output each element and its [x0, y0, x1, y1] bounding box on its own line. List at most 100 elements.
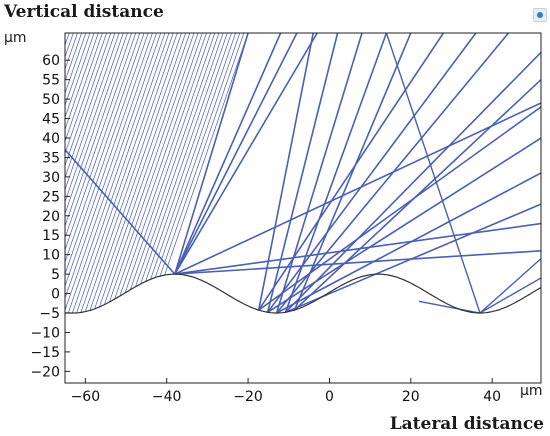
- incident-ray: [65, 33, 107, 155]
- reflected-ray: [174, 222, 541, 275]
- x-axis-title: Lateral distance: [389, 414, 544, 434]
- y-tick-label: 25: [42, 189, 60, 205]
- x-tick-label: 20: [402, 389, 420, 405]
- y-tick-label: 20: [42, 209, 60, 225]
- reflected-ray: [174, 33, 282, 275]
- y-tick-label: 35: [42, 150, 60, 166]
- incident-ray: [109, 33, 203, 303]
- x-tick-label: 40: [483, 389, 501, 405]
- incident-ray: [114, 33, 207, 300]
- y-tick-label: 30: [42, 170, 60, 186]
- y-tick-label: 0: [51, 287, 60, 303]
- incident-ray: [89, 33, 187, 311]
- x-axis-unit: µm: [520, 383, 543, 399]
- incident-ray: [140, 33, 228, 285]
- incident-ray: [67, 33, 166, 314]
- incident-ray: [145, 33, 232, 282]
- reflected-ray: [174, 33, 318, 275]
- plot-frame: [64, 32, 542, 384]
- incident-ray: [124, 33, 216, 294]
- reflected-ray: [174, 250, 541, 275]
- y-tick-label: −10: [30, 325, 60, 341]
- incident-ray: [150, 33, 236, 280]
- reflected-ray: [258, 33, 445, 311]
- x-tick-label: −20: [233, 389, 263, 405]
- reflected-ray: [266, 33, 339, 313]
- y-axis-title: Vertical distance: [4, 2, 164, 22]
- reflected-ray: [285, 203, 541, 314]
- y-tick-label: 10: [42, 248, 60, 264]
- surface-curve: [65, 273, 541, 314]
- incident-ray: [65, 33, 149, 276]
- incident-ray: [65, 33, 128, 215]
- incident-ray: [65, 33, 153, 288]
- y-axis-unit: µm: [4, 30, 27, 46]
- y-tick-label: 55: [42, 73, 60, 89]
- reflected-ray: [257, 33, 314, 311]
- reflected-ray: [385, 33, 481, 314]
- y-tick-label: 50: [42, 92, 60, 108]
- comsol-logo-icon[interactable]: [533, 8, 547, 22]
- incident-ray: [119, 33, 211, 297]
- y-tick-label: 60: [42, 53, 60, 69]
- incident-ray: [80, 33, 178, 313]
- reflected-ray: [293, 33, 412, 311]
- y-tick-label: −5: [39, 306, 60, 322]
- incident-ray: [65, 33, 116, 179]
- incident-ray: [164, 33, 249, 276]
- incident-ray: [65, 33, 95, 119]
- reflected-ray: [65, 149, 176, 275]
- reflected-ray: [267, 137, 541, 313]
- incident-ray: [65, 33, 99, 131]
- incident-ray: [129, 33, 220, 290]
- incident-ray: [154, 33, 241, 278]
- incident-ray: [65, 33, 124, 204]
- incident-ray: [65, 33, 137, 240]
- y-tick-label: 5: [51, 267, 60, 283]
- x-tick-label: −60: [71, 389, 101, 405]
- reflected-ray: [174, 33, 298, 275]
- ray-layer: [65, 33, 541, 314]
- x-tick-label: −40: [152, 389, 182, 405]
- incident-ray: [65, 33, 132, 228]
- incident-ray: [65, 33, 145, 264]
- reflected-ray: [418, 300, 481, 314]
- reflected-ray: [479, 258, 541, 314]
- reflected-ray: [276, 172, 541, 314]
- surface-layer: [65, 273, 541, 314]
- reflected-ray: [275, 33, 510, 314]
- incident-ray: [72, 33, 170, 314]
- y-tick-label: −15: [30, 345, 60, 361]
- incident-ray: [99, 33, 195, 308]
- incident-ray: [84, 33, 182, 312]
- incident-ray: [65, 33, 74, 59]
- x-tick-label: 0: [325, 389, 334, 405]
- reflected-ray: [275, 33, 363, 314]
- incident-ray: [76, 33, 174, 314]
- y-tick-label: 40: [42, 131, 60, 147]
- incident-ray: [65, 33, 91, 107]
- reflected-ray: [479, 277, 541, 314]
- y-tick-label: −20: [30, 364, 60, 380]
- incident-ray: [65, 33, 112, 167]
- reflected-ray: [266, 33, 477, 313]
- y-tick-label: 15: [42, 228, 60, 244]
- incident-ray: [94, 33, 191, 310]
- incident-ray: [104, 33, 199, 305]
- incident-ray: [65, 33, 157, 300]
- incident-ray: [159, 33, 245, 277]
- incident-ray: [65, 33, 162, 312]
- reflected-ray: [174, 102, 541, 275]
- incident-ray: [65, 33, 120, 191]
- incident-ray: [65, 33, 141, 252]
- incident-ray: [135, 33, 224, 287]
- incident-ray: [65, 33, 103, 143]
- reflected-ray: [284, 51, 541, 313]
- tick-layer: −60 −40 −20 0 20 40 −20 −15 −10 −5 0 5 10 15 20 25 30 35 4…: [30, 53, 501, 405]
- reflected-ray: [258, 106, 541, 311]
- incident-ray: [65, 33, 82, 83]
- reflected-ray: [174, 33, 249, 275]
- y-tick-label: 45: [42, 112, 60, 128]
